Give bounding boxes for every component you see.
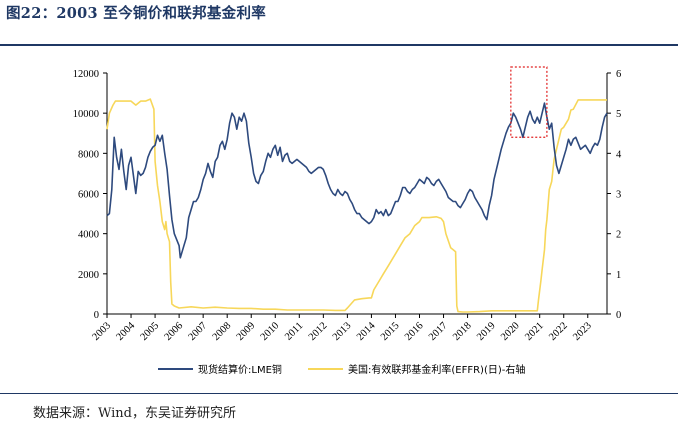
x-tick-label: 2019 [475,320,498,343]
y-right-tick-label: 4 [616,149,622,160]
y-left-tick-label: 4000 [78,230,99,241]
x-tick-label: 2009 [235,320,258,343]
x-tick-label: 2023 [571,320,594,343]
figure-title: 图22：2003 至今铜价和联邦基金利率 [6,5,267,22]
highlight-box [510,66,548,138]
y-right-tick-label: 1 [616,270,621,281]
y-left-tick-label: 2000 [78,270,99,281]
x-tick-label: 2007 [187,320,210,343]
x-tick-label: 2005 [139,320,162,343]
x-tick-label: 2014 [355,320,378,343]
series-line-effr [106,98,607,313]
source-note: 数据来源：Wind，东吴证券研究所 [33,406,236,421]
x-tick-label: 2008 [211,320,234,343]
x-tick-label: 2004 [115,320,138,343]
y-right-tick-label: 3 [616,190,621,201]
y-left-tick-label: 6000 [78,190,99,201]
y-right-tick-label: 2 [616,230,621,241]
x-tick-label: 2006 [163,320,186,343]
x-tick-label: 2003 [90,320,113,343]
x-tick-label: 2011 [283,320,305,342]
legend-label-effr: 美国:有效联邦基金利率(EFFR)(日)-右轴 [348,363,525,376]
y-left-tick-label: 0 [94,310,99,321]
x-tick-label: 2020 [499,320,522,343]
x-tick-label: 2022 [547,320,570,343]
x-tick-label: 2013 [331,320,354,343]
x-tick-label: 2016 [403,320,426,343]
x-tick-label: 2018 [451,320,474,343]
x-tick-label: 2012 [307,320,330,343]
y-left-tick-label: 8000 [78,149,99,160]
y-right-tick-label: 0 [616,310,621,321]
x-tick-label: 2017 [427,320,450,343]
x-tick-label: 2021 [523,320,546,343]
y-right-tick-label: 5 [616,109,621,120]
y-right-tick-label: 6 [616,69,621,80]
legend-label-copper: 现货结算价:LME铜 [198,363,282,376]
x-tick-label: 2015 [379,320,402,343]
title-rule [0,44,678,46]
y-left-tick-label: 12000 [73,69,99,80]
x-tick-label: 2010 [259,320,282,343]
y-left-tick-label: 10000 [73,109,99,120]
bottom-rule [0,393,678,394]
series-line-copper [106,102,608,259]
